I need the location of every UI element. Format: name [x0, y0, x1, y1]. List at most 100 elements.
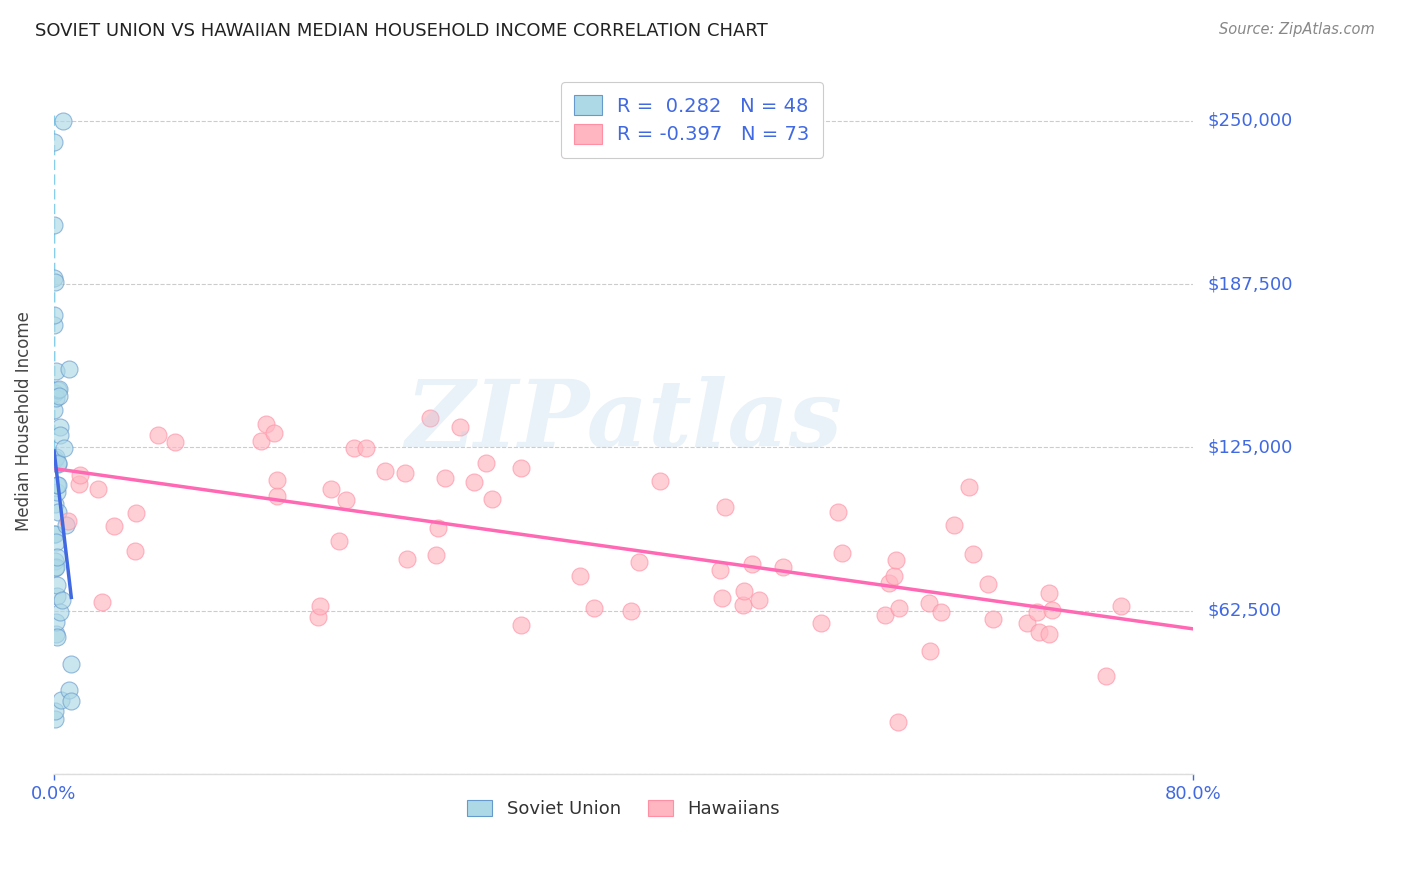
Point [42, 219, 65, 233]
Point [46, 383, 69, 397]
Point [1015, 615, 1038, 630]
Text: $62,500: $62,500 [1208, 602, 1281, 620]
Point [1038, 627, 1060, 641]
Point [249, 434, 271, 448]
Point [827, 505, 849, 519]
Point [46, 630, 69, 644]
Point [321, 482, 343, 496]
Point [463, 475, 485, 489]
Point [419, 410, 441, 425]
Point [263, 425, 285, 440]
Point [51, 592, 73, 607]
Point [449, 420, 471, 434]
Point [733, 583, 755, 598]
Point [426, 521, 449, 535]
Point [709, 563, 731, 577]
Point [741, 558, 763, 572]
Point [58, 683, 80, 698]
Point [42, 135, 65, 149]
Point [374, 464, 396, 478]
Point [48, 419, 70, 434]
Point [44, 497, 66, 511]
Point [510, 618, 533, 632]
Point [45, 549, 67, 564]
Point [254, 417, 277, 431]
Point [163, 434, 186, 449]
Point [69, 468, 91, 483]
Point [46, 478, 69, 492]
Point [810, 616, 832, 631]
Point [883, 569, 905, 583]
Point [396, 551, 419, 566]
Text: $125,000: $125,000 [1208, 439, 1292, 457]
Point [45, 589, 67, 603]
Point [48, 478, 70, 492]
Point [957, 480, 980, 494]
Point [45, 615, 67, 629]
Point [713, 500, 735, 514]
Point [568, 568, 591, 582]
Point [266, 473, 288, 487]
Point [56, 514, 79, 528]
Point [831, 546, 853, 560]
Point [48, 382, 70, 396]
Point [45, 363, 67, 377]
Point [343, 441, 366, 455]
Point [125, 506, 148, 520]
Point [962, 547, 984, 561]
Point [425, 548, 447, 562]
Point [60, 694, 83, 708]
Point [879, 576, 901, 591]
Point [44, 318, 66, 332]
Point [266, 489, 288, 503]
Point [87, 482, 110, 496]
Point [354, 441, 377, 455]
Point [44, 275, 66, 289]
Point [918, 644, 941, 658]
Point [433, 471, 456, 485]
Point [42, 270, 65, 285]
Point [1109, 599, 1132, 613]
Point [48, 456, 70, 470]
Text: $250,000: $250,000 [1208, 112, 1292, 130]
Y-axis label: Median Household Income: Median Household Income [15, 311, 32, 532]
Point [55, 518, 77, 533]
Point [44, 704, 66, 718]
Point [45, 534, 67, 549]
Point [48, 389, 70, 403]
Point [52, 113, 75, 128]
Point [394, 466, 416, 480]
Point [44, 712, 66, 726]
Point [52, 441, 75, 455]
Point [48, 505, 70, 519]
Point [44, 452, 66, 467]
Point [49, 428, 72, 442]
Point [44, 386, 66, 401]
Point [887, 601, 910, 615]
Point [103, 519, 125, 533]
Point [44, 554, 66, 568]
Point [148, 428, 170, 442]
Point [335, 493, 357, 508]
Text: ZIPatlas: ZIPatlas [405, 376, 842, 467]
Point [772, 560, 794, 574]
Point [1040, 602, 1063, 616]
Point [44, 561, 66, 575]
Point [875, 607, 897, 622]
Point [44, 309, 66, 323]
Point [981, 612, 1004, 626]
Point [929, 605, 952, 619]
Point [628, 555, 651, 569]
Point [510, 461, 533, 475]
Point [67, 477, 90, 491]
Point [45, 450, 67, 464]
Text: Source: ZipAtlas.com: Source: ZipAtlas.com [1219, 22, 1375, 37]
Point [475, 456, 498, 470]
Point [1026, 605, 1049, 619]
Point [650, 475, 672, 489]
Point [46, 578, 69, 592]
Point [733, 598, 755, 612]
Point [308, 599, 330, 613]
Point [1038, 586, 1060, 600]
Text: SOVIET UNION VS HAWAIIAN MEDIAN HOUSEHOLD INCOME CORRELATION CHART: SOVIET UNION VS HAWAIIAN MEDIAN HOUSEHOL… [35, 22, 768, 40]
